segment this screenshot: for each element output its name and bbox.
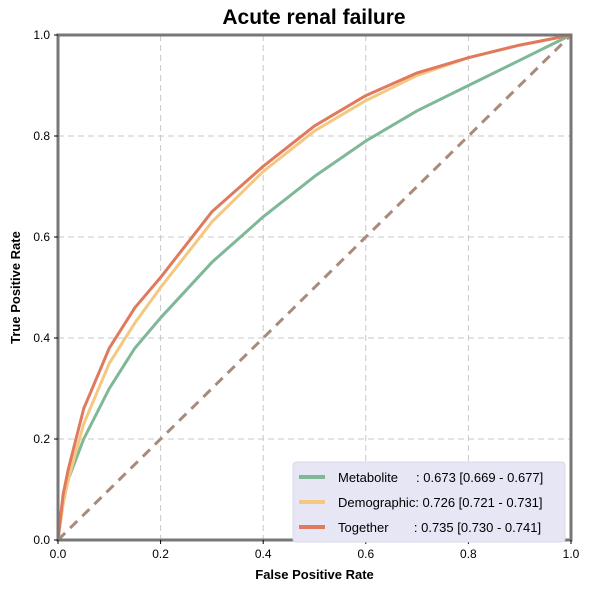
x-tick-label: 0.2 xyxy=(152,547,169,561)
legend-label-metabolite: Metabolite : 0.673 [0.669 - 0.677] xyxy=(338,470,543,485)
x-tick-label: 0.4 xyxy=(255,547,272,561)
x-tick-label: 0.0 xyxy=(50,547,67,561)
y-tick-label: 0.4 xyxy=(33,331,50,345)
y-tick-label: 0.2 xyxy=(33,432,50,446)
legend-label-demographic: Demographic: 0.726 [0.721 - 0.731] xyxy=(338,495,543,510)
y-tick-label: 0.8 xyxy=(33,129,50,143)
y-tick-label: 0.0 xyxy=(33,533,50,547)
x-axis-title: False Positive Rate xyxy=(255,567,374,582)
legend: Metabolite : 0.673 [0.669 - 0.677] Demogr… xyxy=(293,462,565,542)
y-tick-label: 1.0 xyxy=(33,28,50,42)
y-axis-title: True Positive Rate xyxy=(8,231,23,344)
y-tick-label: 0.6 xyxy=(33,230,50,244)
x-tick-label: 0.8 xyxy=(460,547,477,561)
x-tick-label: 1.0 xyxy=(563,547,580,561)
chart-title: Acute renal failure xyxy=(222,6,405,29)
legend-label-together: Together : 0.735 [0.730 - 0.741] xyxy=(338,520,541,535)
x-tick-label: 0.6 xyxy=(357,547,374,561)
